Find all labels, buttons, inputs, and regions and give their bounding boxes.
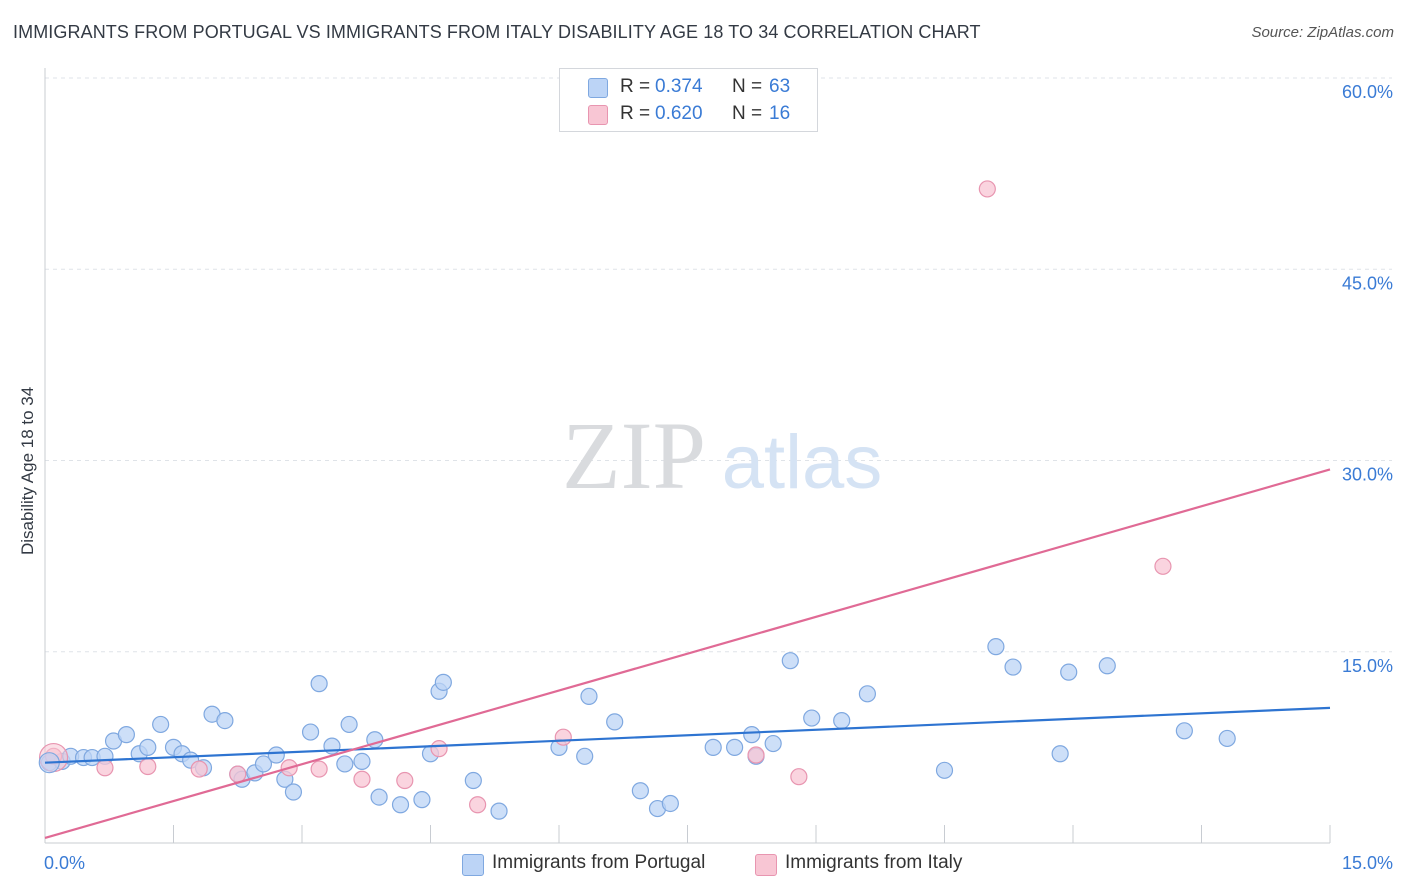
- point-portugal-48: [743, 726, 761, 744]
- point-portugal-20: [254, 755, 273, 773]
- point-portugal-27: [336, 755, 354, 773]
- point-italy-2: [139, 757, 157, 776]
- point-italy-13: [790, 768, 808, 786]
- legend-swatch-portugal: [588, 78, 608, 98]
- legend-swatch-italy: [588, 105, 608, 125]
- point-portugal-58: [1051, 745, 1069, 763]
- chart-title: IMMIGRANTS FROM PORTUGAL VS IMMIGRANTS F…: [13, 22, 981, 42]
- x-tick-label-1: 15.0%: [1342, 853, 1393, 873]
- source-label: Source: ZipAtlas.com: [1251, 24, 1394, 41]
- point-portugal-9: [139, 738, 157, 756]
- watermark-zip: ZIP: [562, 402, 706, 509]
- point-italy-11: [554, 728, 572, 746]
- correlation-legend: R = 0.374 N = 63 R = 0.620 N = 16: [559, 68, 818, 132]
- legend-n-label-italy: N =: [732, 103, 763, 124]
- trend-line-portugal: [44, 706, 1331, 764]
- x-tick-label-0: 0.0%: [44, 853, 85, 873]
- legend-n-value-portugal: 63: [769, 76, 791, 97]
- axes: [44, 68, 1331, 844]
- point-portugal-7: [117, 726, 135, 744]
- point-italy-8: [396, 771, 414, 790]
- point-italy-12: [747, 746, 765, 764]
- legend-r-label-italy: R =: [620, 103, 651, 124]
- point-portugal-62: [1218, 729, 1236, 748]
- data-points: [38, 180, 1236, 820]
- point-italy-6: [310, 760, 328, 778]
- point-italy-10: [469, 796, 487, 814]
- point-portugal-51: [781, 652, 799, 670]
- point-portugal-32: [391, 796, 410, 814]
- point-italy-15: [1154, 557, 1172, 575]
- point-portugal-38: [490, 802, 508, 820]
- point-portugal-42: [606, 713, 624, 731]
- point-portugal-46: [704, 738, 722, 756]
- point-italy-9: [430, 740, 448, 758]
- y-tick-label-2: 45.0%: [1342, 273, 1393, 293]
- point-portugal-60: [1098, 657, 1116, 675]
- legend-n-label-portugal: N =: [732, 76, 763, 97]
- grid-lines: [45, 77, 1392, 653]
- legend-n-value-italy: 16: [769, 103, 791, 124]
- point-portugal-47: [726, 738, 744, 756]
- tick-labels: 15.0% 30.0% 45.0% 60.0% 0.0% 15.0%: [44, 82, 1393, 873]
- point-portugal-41: [580, 687, 598, 705]
- point-portugal-16: [216, 711, 234, 730]
- watermark-atlas: atlas: [722, 420, 883, 505]
- series-legend: Immigrants from Portugal Immigrants from…: [0, 851, 1406, 879]
- point-italy-4: [229, 765, 247, 783]
- point-portugal-33: [413, 791, 431, 809]
- point-italy-14: [978, 180, 996, 198]
- trend-line-italy: [44, 468, 1331, 839]
- point-portugal-24: [301, 723, 320, 741]
- y-tick-label-0: 15.0%: [1342, 656, 1393, 676]
- series-name-italy: Immigrants from Italy: [785, 852, 963, 873]
- point-portugal-43: [631, 782, 649, 800]
- y-tick-label-1: 30.0%: [1342, 465, 1393, 485]
- series-name-portugal: Immigrants from Portugal: [492, 852, 706, 873]
- point-italy-3: [190, 760, 208, 778]
- point-portugal-55: [935, 761, 954, 779]
- point-portugal-40: [576, 747, 594, 765]
- point-portugal-21: [267, 746, 285, 764]
- point-italy-1: [96, 759, 114, 777]
- trend-lines: [44, 468, 1331, 839]
- point-portugal-53: [833, 711, 851, 730]
- y-axis-label: Disability Age 18 to 34: [18, 386, 37, 555]
- point-portugal-28: [340, 715, 358, 734]
- legend-r-label-portugal: R =: [620, 76, 651, 97]
- point-portugal-25: [310, 675, 328, 693]
- point-portugal-10: [152, 715, 170, 734]
- point-portugal-31: [370, 788, 388, 806]
- point-portugal-23: [284, 783, 303, 801]
- point-portugal-56: [987, 638, 1005, 656]
- point-portugal-59: [1060, 663, 1078, 681]
- series-swatch-italy: [755, 854, 777, 876]
- point-portugal-61: [1175, 722, 1193, 740]
- point-portugal-29: [353, 752, 371, 771]
- watermark: ZIP atlas: [562, 402, 882, 509]
- point-portugal-52: [803, 709, 821, 727]
- point-portugal-54: [858, 685, 877, 703]
- legend-r-value-portugal: 0.374: [655, 76, 703, 97]
- point-portugal-50: [764, 734, 782, 753]
- series-swatch-portugal: [462, 854, 484, 876]
- point-portugal-57: [1004, 658, 1022, 676]
- legend-r-value-italy: 0.620: [655, 103, 703, 124]
- point-portugal-36: [434, 673, 452, 691]
- point-italy-7: [353, 770, 371, 788]
- y-tick-label-3: 60.0%: [1342, 82, 1393, 102]
- point-portugal-45: [661, 794, 679, 813]
- point-portugal-37: [464, 771, 482, 790]
